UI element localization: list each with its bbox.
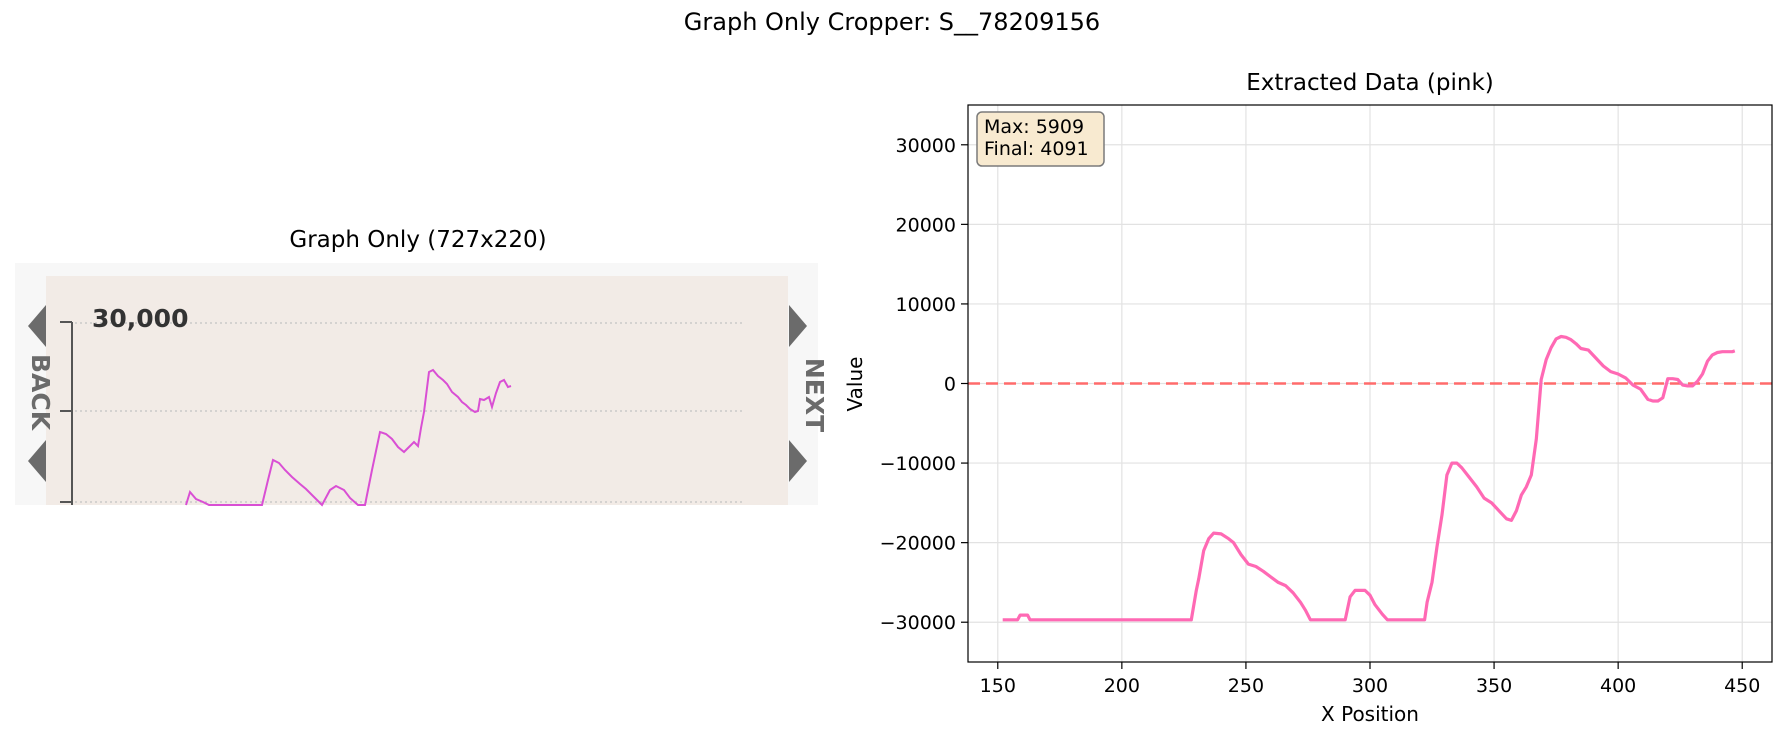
y-tick-label: −30000 (880, 612, 956, 634)
left-panel-title: Graph Only (727x220) (289, 227, 547, 253)
y-tick-label: 30000 (896, 135, 956, 157)
figure-title: Graph Only Cropper: S__78209156 (683, 8, 1101, 36)
y-axis-ticks: −30000 −20000 −10000 0 10000 20000 30000 (880, 135, 968, 634)
y-tick-label: −10000 (880, 453, 956, 475)
stats-annotation-box (976, 111, 1105, 167)
y-tick-label: −20000 (880, 533, 956, 555)
image-plot-background (46, 276, 788, 505)
image-y-tick-label: 30,000 (92, 304, 188, 333)
back-label[interactable]: BACK (26, 354, 55, 432)
y-tick-label: 10000 (896, 294, 956, 316)
right-panel-title: Extracted Data (pink) (1246, 70, 1494, 96)
x-axis-label: X Position (1321, 702, 1419, 726)
y-tick-label: 0 (944, 374, 956, 396)
x-tick-label: 250 (1228, 675, 1264, 697)
x-tick-label: 350 (1476, 675, 1512, 697)
stats-final-text: Final: 4091 (984, 138, 1089, 160)
x-tick-label: 400 (1600, 675, 1636, 697)
stats-max-text: Max: 5909 (984, 116, 1084, 138)
stats-annotation: Max: 5909 Final: 4091 (976, 111, 1105, 167)
back-arrow-top-icon[interactable] (28, 305, 46, 347)
x-axis-ticks: 150 200 250 300 350 400 450 (980, 662, 1760, 697)
next-label[interactable]: NEXT (800, 358, 829, 432)
back-arrow-bottom-icon[interactable] (28, 440, 46, 482)
y-axis-label: Value (843, 357, 867, 412)
data-series-line (1002, 334, 1736, 622)
graph-only-image: 30,000 BACK NEXT (15, 263, 829, 507)
x-tick-label: 450 (1724, 675, 1760, 697)
image-pink-line (185, 368, 512, 507)
x-tick-label: 300 (1352, 675, 1388, 697)
next-arrow-bottom-icon[interactable] (789, 440, 807, 482)
next-arrow-top-icon[interactable] (789, 305, 807, 347)
x-tick-label: 200 (1104, 675, 1140, 697)
x-tick-label: 150 (980, 675, 1016, 697)
y-tick-label: 20000 (896, 214, 956, 236)
